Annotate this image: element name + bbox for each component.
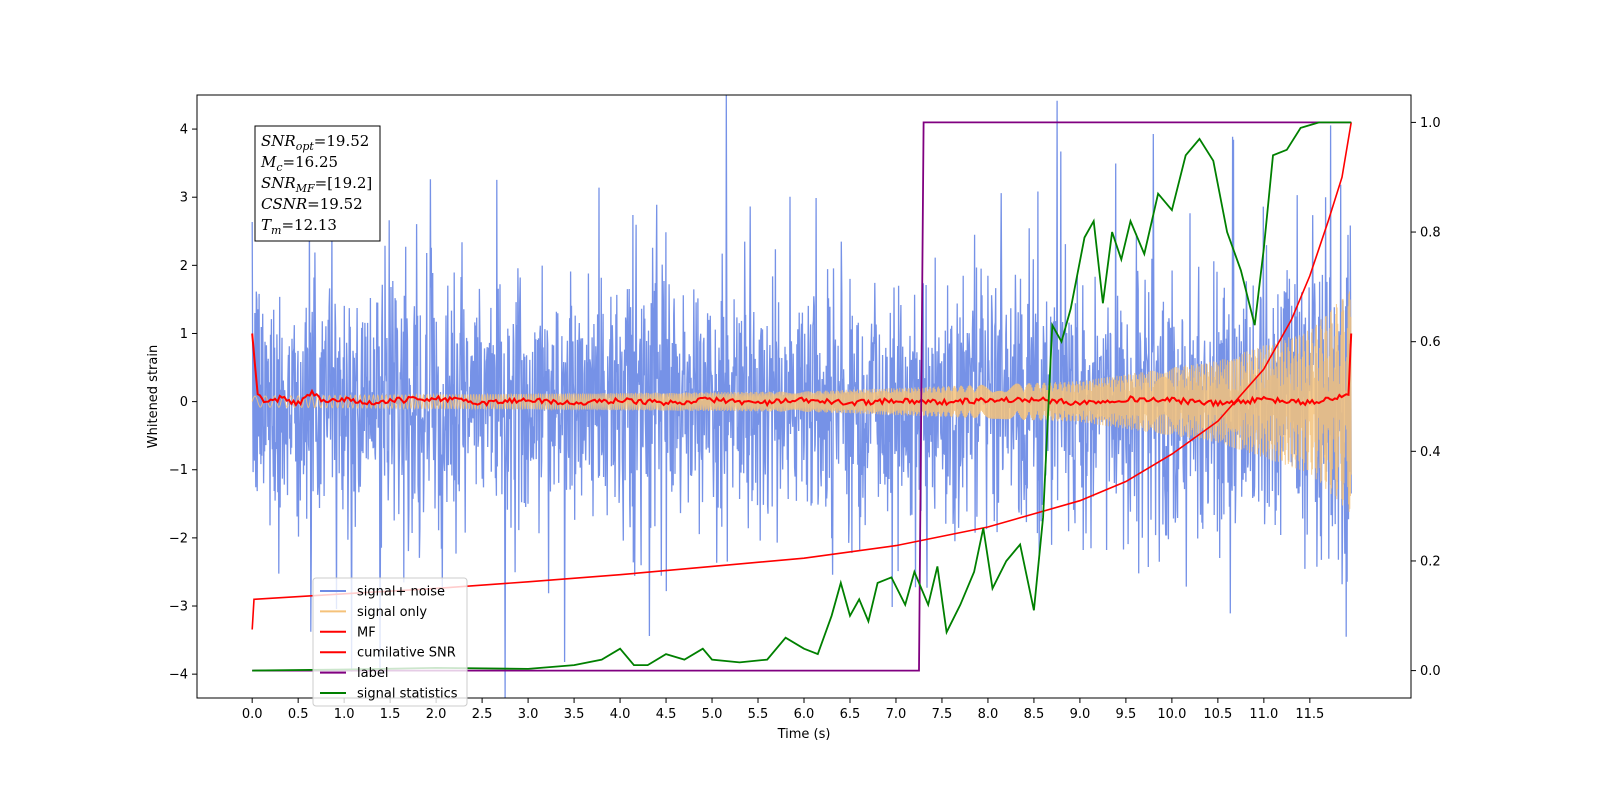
y-axis-title: Whitened strain: [146, 345, 161, 448]
x-tick-label: 9.0: [1070, 707, 1091, 722]
y-tick-label: −3: [169, 600, 188, 615]
x-tick-label: 4.0: [610, 707, 631, 722]
y2-tick-label: 0.4: [1420, 445, 1441, 460]
y-tick-label: −2: [169, 531, 188, 546]
x-tick-label: 6.5: [840, 707, 861, 722]
y2-tick-label: 0.8: [1420, 226, 1441, 241]
x-tick-label: 11.0: [1249, 707, 1278, 722]
legend-frame: [312, 577, 468, 707]
annotation-csnr: CSNR=19.52: [261, 195, 363, 213]
x-tick-label: 10.5: [1203, 707, 1232, 722]
y-tick-label: 2: [180, 259, 188, 274]
x-tick-label: 4.5: [656, 707, 677, 722]
x-tick-label: 2.5: [472, 707, 493, 722]
legend-label: signal only: [357, 605, 427, 620]
legend-label: label: [357, 666, 388, 681]
x-tick-label: 5.0: [702, 707, 723, 722]
y-tick-label: −4: [169, 668, 188, 683]
x-axis-title: Time (s): [777, 727, 831, 742]
y-tick-label: −1: [169, 463, 188, 478]
x-tick-label: 1.5: [380, 707, 401, 722]
series-signal-statistics: [252, 121, 1352, 672]
series-signal-only: [251, 291, 1352, 512]
y2-tick-label: 0.6: [1420, 335, 1441, 350]
legend-label: MF: [357, 625, 376, 640]
y2-tick-label: 0.2: [1420, 554, 1441, 569]
legend-label: cumilative SNR: [357, 646, 456, 661]
legend-label: signal+ noise: [357, 585, 445, 600]
legend-label: signal statistics: [357, 687, 458, 702]
x-tick-label: 10.0: [1157, 707, 1186, 722]
x-tick-label: 2.0: [426, 707, 447, 722]
series-mf: [251, 333, 1353, 408]
annotation-frame: [254, 125, 381, 242]
x-tick-label: 8.5: [1024, 707, 1045, 722]
y-axis-right: 0.0 0.2 0.4 0.6 0.8 1.0: [1411, 116, 1441, 679]
x-tick-label: 9.5: [1116, 707, 1137, 722]
x-tick-label: 5.5: [748, 707, 769, 722]
series-label: [252, 121, 1352, 672]
x-tick-label: 7.5: [932, 707, 953, 722]
y-tick-label: 4: [180, 123, 188, 138]
annotation-mc: Mc=16.25: [260, 153, 338, 174]
y2-tick-label: 0.0: [1420, 664, 1441, 679]
x-tick-label: 3.0: [518, 707, 539, 722]
annotation-tm: Tm=12.13: [261, 216, 337, 237]
y-axis-left: −4 −3 −2 −1 0 1 2 3 4: [169, 123, 197, 683]
y-tick-label: 1: [180, 327, 188, 342]
x-tick-label: 6.0: [794, 707, 815, 722]
annotation-snr-opt: SNRopt=19.52: [261, 132, 369, 153]
x-tick-label: 11.5: [1295, 707, 1324, 722]
x-tick-label: 8.0: [978, 707, 999, 722]
x-tick-label: 1.0: [334, 707, 355, 722]
y-tick-label: 0: [180, 395, 188, 410]
legend: signal+ noise signal only MF cumilative SNR…: [312, 577, 468, 707]
x-tick-label: 3.5: [564, 707, 585, 722]
x-tick-label: 0.5: [288, 707, 309, 722]
x-axis: 0.0 0.5 1.0 1.5 2.0 2.5 3.0 3.5 4.0 4.5 5.0 5.5 6.0 6…: [242, 698, 1324, 722]
annotation-snr-mf: SNRMF=[19.2]: [261, 174, 372, 195]
y2-tick-label: 1.0: [1420, 116, 1441, 131]
stats-annotation-box: SNRopt=19.52Mc=16.25SNRMF=[19.2]CSNR=19.…: [254, 125, 381, 242]
y-tick-label: 3: [180, 191, 188, 206]
x-tick-label: 7.0: [886, 707, 907, 722]
x-tick-label: 0.0: [242, 707, 263, 722]
